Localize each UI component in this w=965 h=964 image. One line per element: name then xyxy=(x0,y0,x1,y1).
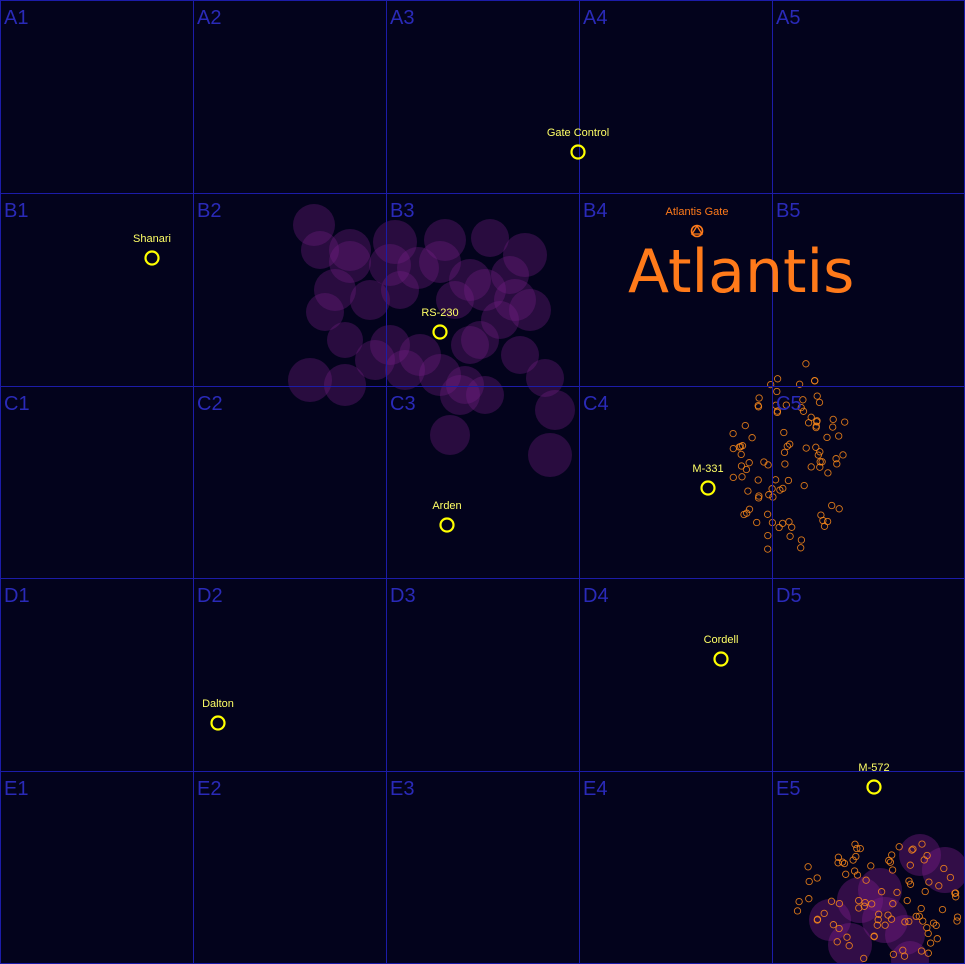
sector-label: B3 xyxy=(390,200,414,222)
sector-label: B5 xyxy=(776,200,800,222)
sector-label: D1 xyxy=(4,585,30,607)
sector-label: E5 xyxy=(776,778,800,800)
nebula-cloud xyxy=(329,241,371,283)
sector-label: E3 xyxy=(390,778,414,800)
sector-label: A5 xyxy=(776,7,800,29)
nebula-cloud xyxy=(430,415,470,455)
sector-label: B1 xyxy=(4,200,28,222)
nebula-cloud xyxy=(471,219,509,257)
gate-label: Atlantis Gate xyxy=(666,206,729,218)
sector-label: A1 xyxy=(4,7,28,29)
sector-label: D2 xyxy=(197,585,223,607)
system-label: Arden xyxy=(432,500,461,512)
nebula-cloud xyxy=(528,433,572,477)
system-label: M-331 xyxy=(692,463,723,475)
sector-label: C2 xyxy=(197,393,223,415)
system-label: RS-230 xyxy=(421,307,458,319)
sector-label: A3 xyxy=(390,7,414,29)
sector-label: D4 xyxy=(583,585,609,607)
sector-label: C4 xyxy=(583,393,609,415)
system-label: Gate Control xyxy=(547,127,609,139)
sector-label: C3 xyxy=(390,393,416,415)
sector-label: E2 xyxy=(197,778,221,800)
sector-label: B4 xyxy=(583,200,607,222)
sector-label: C1 xyxy=(4,393,30,415)
sector-label: D3 xyxy=(390,585,416,607)
nebula-cloud xyxy=(481,301,519,339)
sector-label: E1 xyxy=(4,778,28,800)
nebula-cloud xyxy=(385,350,425,390)
system-label: Shanari xyxy=(133,233,171,245)
sector-label: A2 xyxy=(197,7,221,29)
sector-label: D5 xyxy=(776,585,802,607)
system-label: Dalton xyxy=(202,698,234,710)
sector-label: A4 xyxy=(583,7,607,29)
system-label: M-572 xyxy=(858,762,889,774)
nebula-cloud xyxy=(535,390,575,430)
sector-label: E4 xyxy=(583,778,607,800)
sector-label: B2 xyxy=(197,200,221,222)
system-label: Cordell xyxy=(704,634,739,646)
nebula-cloud xyxy=(440,375,480,415)
region-label: Atlantis xyxy=(628,237,854,307)
sector-label: C5 xyxy=(776,393,802,415)
